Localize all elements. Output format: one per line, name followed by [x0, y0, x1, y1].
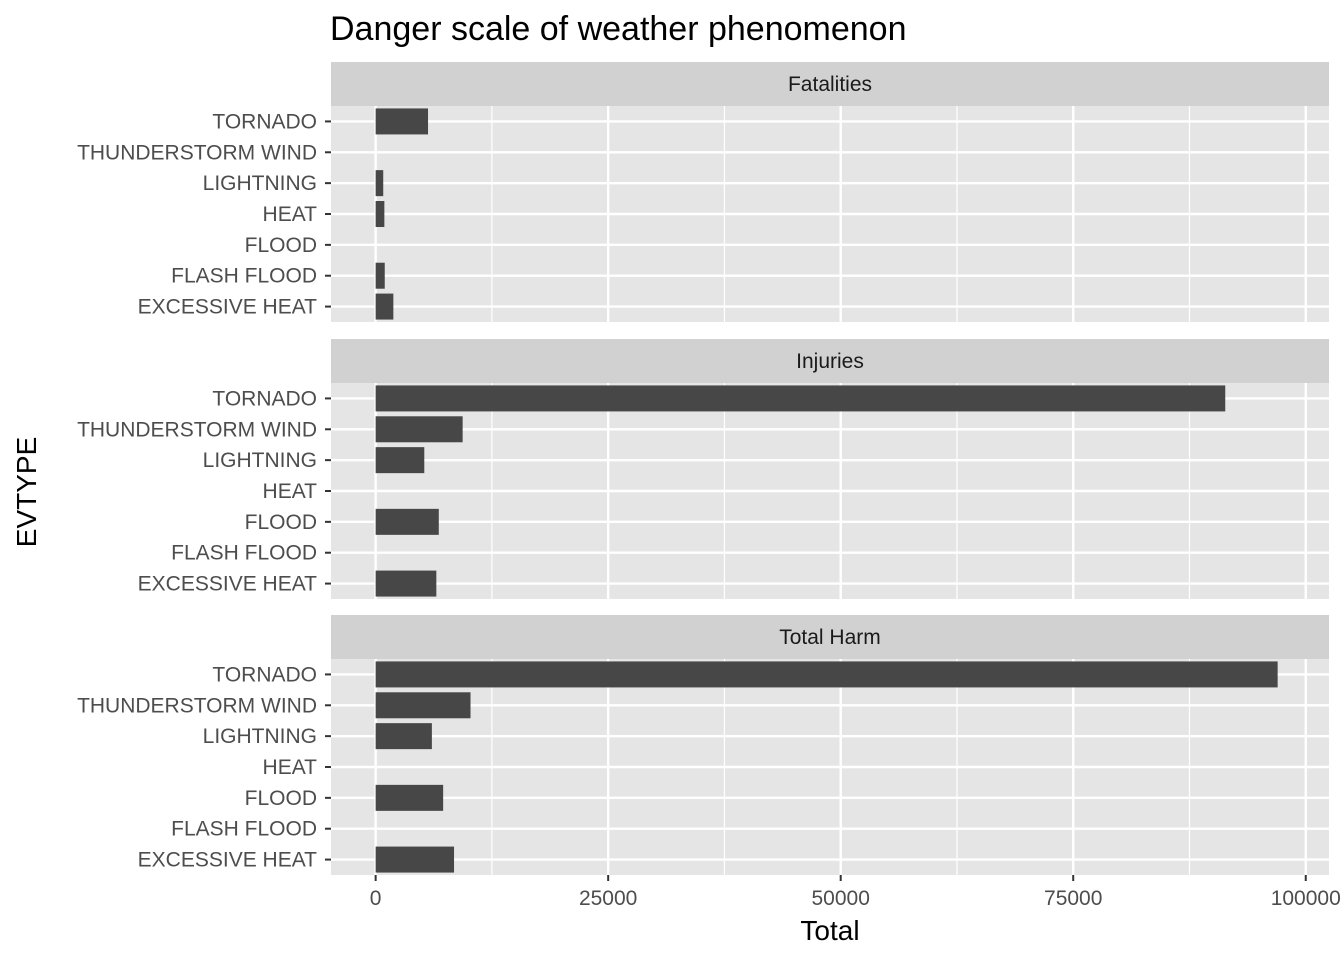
facet-panel-2: Total Harm EXCESSIVE HEAT FLASH FLOOD FLOOD… — [77, 615, 1329, 875]
facet-panels: Fatalities EXCESSIVE HEAT FLASH FLOOD FLOOD… — [77, 62, 1329, 875]
bar — [375, 846, 455, 873]
facet-strip-label: Fatalities — [788, 73, 872, 96]
facet-strip — [331, 339, 1329, 383]
y-tick-label: THUNDERSTORM WIND — [77, 418, 317, 441]
x-tick-label: 25000 — [579, 887, 637, 910]
y-tick-label: HEAT — [263, 756, 318, 779]
bar — [375, 508, 439, 535]
y-tick-label: TORNADO — [212, 387, 317, 410]
bar — [375, 416, 463, 443]
y-tick-label: FLASH FLOOD — [171, 818, 317, 841]
facet-strip — [331, 615, 1329, 659]
facet-panel-0: Fatalities EXCESSIVE HEAT FLASH FLOOD FLOOD… — [77, 62, 1329, 322]
bar — [375, 723, 432, 750]
bar — [375, 661, 1278, 688]
x-tick-label: 100000 — [1271, 887, 1341, 910]
y-tick-label: EXCESSIVE HEAT — [138, 573, 318, 596]
x-axis: 0 25000 50000 75000 100000 — [370, 875, 1341, 910]
bar — [375, 170, 384, 197]
x-tick-label: 0 — [370, 887, 382, 910]
y-tick-label: THUNDERSTORM WIND — [77, 694, 317, 717]
y-tick-label: TORNADO — [212, 663, 317, 686]
bar — [375, 293, 394, 320]
y-tick-label: THUNDERSTORM WIND — [77, 141, 317, 164]
y-tick-label: EXCESSIVE HEAT — [138, 849, 318, 872]
facet-strip — [331, 62, 1329, 106]
bar — [375, 692, 471, 719]
bar — [375, 201, 385, 227]
y-axis-title: EVTYPE — [11, 437, 42, 547]
y-tick-label: FLOOD — [245, 787, 317, 810]
bar — [375, 385, 1226, 412]
bar — [375, 108, 429, 135]
y-tick-label: LIGHTNING — [203, 725, 317, 748]
x-axis-title: Total — [800, 915, 859, 946]
facet-strip-label: Total Harm — [779, 626, 881, 649]
y-tick-label: LIGHTNING — [203, 449, 317, 472]
y-tick-label: FLOOD — [245, 511, 317, 534]
bar — [375, 262, 385, 289]
x-tick-label: 50000 — [811, 887, 869, 910]
y-tick-label: FLOOD — [245, 234, 317, 257]
y-tick-label: HEAT — [263, 203, 318, 226]
bar — [375, 784, 444, 811]
y-tick-label: FLASH FLOOD — [171, 265, 317, 288]
facet-panel-1: Injuries EXCESSIVE HEAT FLASH FLOOD FLOOD HE… — [77, 339, 1329, 599]
y-tick-label: TORNADO — [212, 110, 317, 133]
y-tick-label: FLASH FLOOD — [171, 542, 317, 565]
bar — [375, 570, 437, 597]
y-tick-label: HEAT — [263, 480, 318, 503]
y-tick-label: EXCESSIVE HEAT — [138, 296, 318, 319]
x-tick-label: 75000 — [1044, 887, 1102, 910]
bar — [375, 447, 425, 474]
y-tick-label: LIGHTNING — [203, 172, 317, 195]
chart-title: Danger scale of weather phenomenon — [330, 10, 907, 48]
facet-strip-label: Injuries — [796, 350, 864, 373]
